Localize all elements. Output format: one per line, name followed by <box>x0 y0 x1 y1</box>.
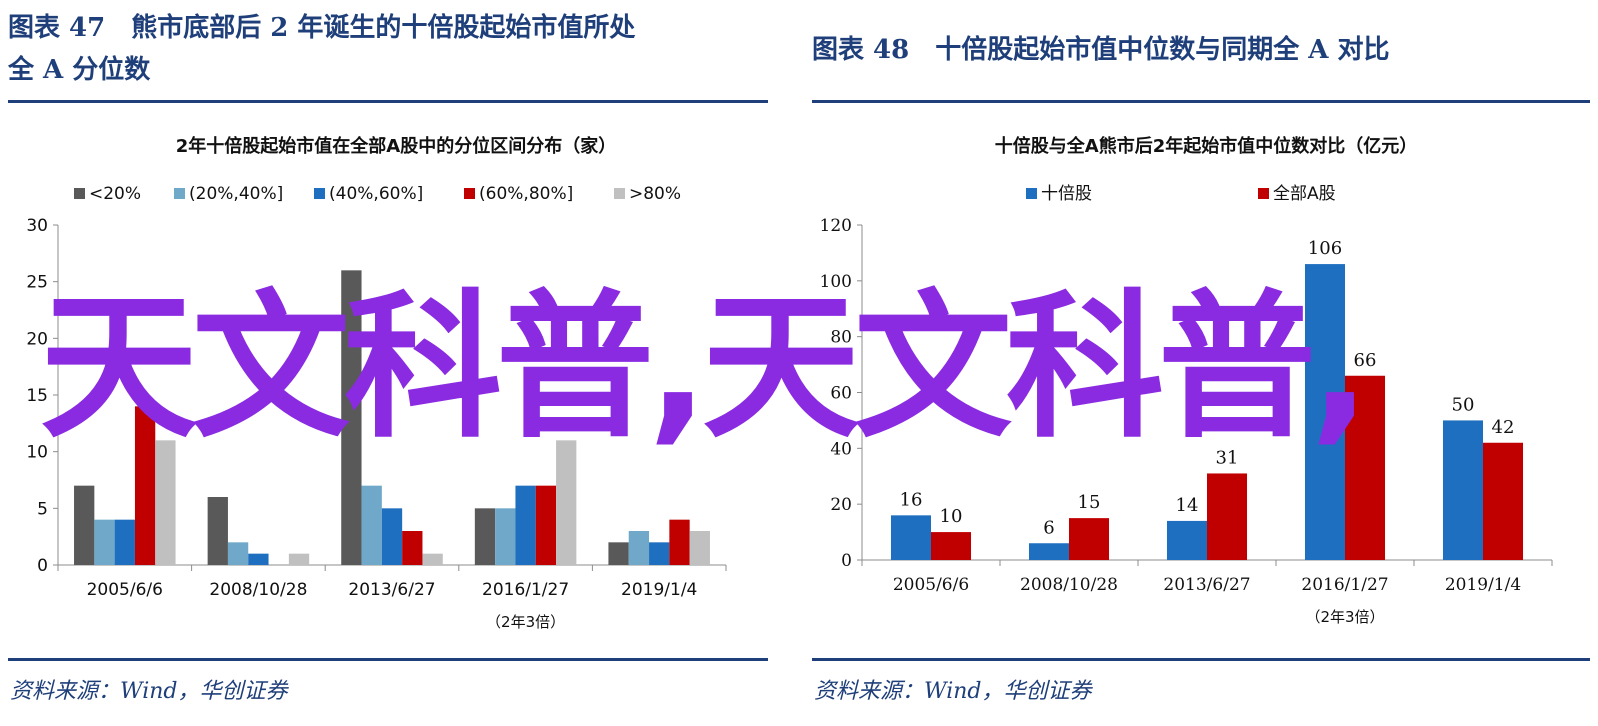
bar <box>74 485 95 565</box>
y-tick-label: 80 <box>830 328 852 348</box>
y-tick-label: 5 <box>37 499 48 519</box>
bar <box>649 542 670 565</box>
legend-swatch <box>314 188 325 199</box>
x-tick-label: 2008/10/28 <box>1020 575 1118 595</box>
bar <box>628 531 650 565</box>
bar <box>381 508 403 565</box>
x-tick-label: 2016/1/27 <box>1301 575 1388 595</box>
bar-data-label: 15 <box>1078 492 1101 513</box>
bar <box>288 553 310 565</box>
x-tick-label: 2019/1/4 <box>621 580 697 600</box>
y-tick-label: 40 <box>830 439 852 459</box>
legend-label: 十倍股 <box>1041 184 1092 204</box>
bar-data-label: 50 <box>1452 394 1475 415</box>
legend-label: >80% <box>629 184 681 204</box>
bar <box>361 485 382 565</box>
figure-47-title-line2: 全 A 分位数 <box>8 55 151 85</box>
bar <box>402 531 423 565</box>
legend-label: 全部A股 <box>1273 184 1336 204</box>
bar-data-label: 10 <box>940 506 963 527</box>
bar <box>1207 473 1248 560</box>
bar-data-label: 31 <box>1216 447 1239 468</box>
x-tick-label: 2008/10/28 <box>209 580 307 600</box>
bar <box>1345 375 1386 560</box>
y-tick-label: 60 <box>830 384 852 404</box>
x-tick-label: 2013/6/27 <box>1163 575 1250 595</box>
figure-48-chart: 十倍股与全A熊市后2年起始市值中位数对比（亿元） 十倍股 全部A股 0 20 40 60 80… <box>820 135 1553 626</box>
figure-48-source: 资料来源：Wind，华创证券 <box>814 679 1092 704</box>
legend-label: <20% <box>89 184 141 204</box>
y-tick-label: 30 <box>26 216 48 236</box>
figure-47-chart: 2年十倍股起始市值在全部A股中的分位区间分布（家） <20% (20%,40%] (4… <box>26 135 727 631</box>
bar <box>515 485 536 565</box>
x-category-note: （2年3倍） <box>1305 608 1384 626</box>
bar <box>535 485 557 565</box>
bar <box>1069 518 1110 560</box>
bar <box>134 406 156 565</box>
bar-data-label: 6 <box>1043 517 1054 538</box>
bar <box>114 519 135 565</box>
bar <box>1028 543 1069 560</box>
figure-48-footer: 资料来源：Wind，华创证券 <box>812 658 1590 721</box>
figure-47-title-line1: 图表 47 熊市底部后 2 年诞生的十倍股起始市值所处 <box>8 13 636 43</box>
y-tick-label: 100 <box>820 272 852 292</box>
bar <box>689 531 710 565</box>
legend-swatch <box>614 188 625 199</box>
bar <box>207 497 228 565</box>
figure-48-title: 图表 48 十倍股起始市值中位数与同期全 A 对比 <box>812 35 1390 65</box>
figure-47: 图表 47 熊市底部后 2 年诞生的十倍股起始市值所处 全 A 分位数 2年十倍… <box>8 0 768 726</box>
x-tick-label: 2013/6/27 <box>348 580 435 600</box>
legend-swatch <box>1026 188 1037 199</box>
bar <box>474 508 496 565</box>
bar <box>1442 420 1483 560</box>
bar <box>495 508 516 565</box>
figure-47-footer: 资料来源：Wind，华创证券 <box>8 658 768 721</box>
legend-swatch <box>74 188 85 199</box>
bar <box>1483 442 1524 560</box>
chart-title: 十倍股与全A熊市后2年起始市值中位数对比（亿元） <box>995 135 1417 157</box>
legend-label: (20%,40%] <box>189 184 283 204</box>
x-tick-label: 2019/1/4 <box>1445 575 1521 595</box>
bar-data-label: 42 <box>1492 417 1515 438</box>
bar <box>155 440 176 565</box>
bar <box>422 553 443 565</box>
bar-data-label: 106 <box>1308 238 1342 259</box>
figure-47-source: 资料来源：Wind，华创证券 <box>10 679 288 704</box>
bar <box>1304 264 1345 560</box>
bar <box>608 542 629 565</box>
x-tick-label: 2005/6/6 <box>87 580 163 600</box>
bar-data-label: 66 <box>1354 350 1377 371</box>
bar <box>556 440 577 565</box>
bar <box>227 542 249 565</box>
bar <box>669 519 690 565</box>
bar <box>1166 520 1207 560</box>
bar <box>341 270 362 565</box>
legend-swatch <box>464 188 475 199</box>
y-tick-label: 20 <box>26 329 48 349</box>
figure-47-header: 图表 47 熊市底部后 2 年诞生的十倍股起始市值所处 全 A 分位数 <box>8 0 768 103</box>
x-category-note: （2年3倍） <box>486 613 565 631</box>
bar <box>248 553 269 565</box>
bar-data-label: 16 <box>900 489 923 510</box>
y-tick-label: 25 <box>26 273 48 293</box>
bar-data-label: 14 <box>1176 495 1199 516</box>
figure-48-header: 图表 48 十倍股起始市值中位数与同期全 A 对比 <box>812 0 1590 103</box>
legend-swatch <box>1258 188 1269 199</box>
y-tick-label: 10 <box>26 443 48 463</box>
bar <box>890 515 931 560</box>
legend-label: (40%,60%] <box>329 184 423 204</box>
y-tick-label: 0 <box>37 556 48 576</box>
y-tick-label: 20 <box>830 495 852 515</box>
bar <box>94 519 115 565</box>
x-tick-label: 2016/1/27 <box>482 580 569 600</box>
y-tick-label: 120 <box>820 216 852 236</box>
legend-label: (60%,80%] <box>479 184 573 204</box>
bar <box>931 532 972 560</box>
y-tick-label: 15 <box>26 386 48 406</box>
legend-swatch <box>174 188 185 199</box>
x-tick-label: 2005/6/6 <box>893 575 969 595</box>
y-tick-label: 0 <box>841 551 852 571</box>
chart-title: 2年十倍股起始市值在全部A股中的分位区间分布（家） <box>176 135 616 157</box>
figure-48: 图表 48 十倍股起始市值中位数与同期全 A 对比 十倍股与全A熊市后2年起始市… <box>812 0 1590 726</box>
